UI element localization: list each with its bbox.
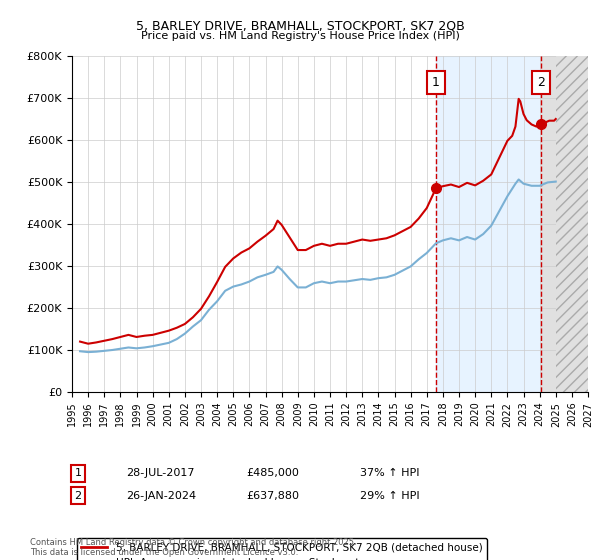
Text: Contains HM Land Registry data © Crown copyright and database right 2025.
This d: Contains HM Land Registry data © Crown c… (30, 538, 356, 557)
Text: 1: 1 (432, 76, 440, 90)
Text: 29% ↑ HPI: 29% ↑ HPI (360, 491, 419, 501)
Text: 37% ↑ HPI: 37% ↑ HPI (360, 468, 419, 478)
Text: 2: 2 (537, 76, 545, 90)
Text: £637,880: £637,880 (246, 491, 299, 501)
Text: 5, BARLEY DRIVE, BRAMHALL, STOCKPORT, SK7 2QB: 5, BARLEY DRIVE, BRAMHALL, STOCKPORT, SK… (136, 20, 464, 32)
Text: 1: 1 (74, 468, 82, 478)
Text: 26-JAN-2024: 26-JAN-2024 (126, 491, 196, 501)
Legend: 5, BARLEY DRIVE, BRAMHALL, STOCKPORT, SK7 2QB (detached house), HPI: Average pri: 5, BARLEY DRIVE, BRAMHALL, STOCKPORT, SK… (77, 538, 487, 560)
Bar (541, 56, 588, 392)
Text: £485,000: £485,000 (246, 468, 299, 478)
Bar (436, 56, 541, 392)
Text: 28-JUL-2017: 28-JUL-2017 (126, 468, 194, 478)
Text: 2: 2 (74, 491, 82, 501)
Text: Price paid vs. HM Land Registry's House Price Index (HPI): Price paid vs. HM Land Registry's House … (140, 31, 460, 41)
Bar (556, 56, 588, 392)
